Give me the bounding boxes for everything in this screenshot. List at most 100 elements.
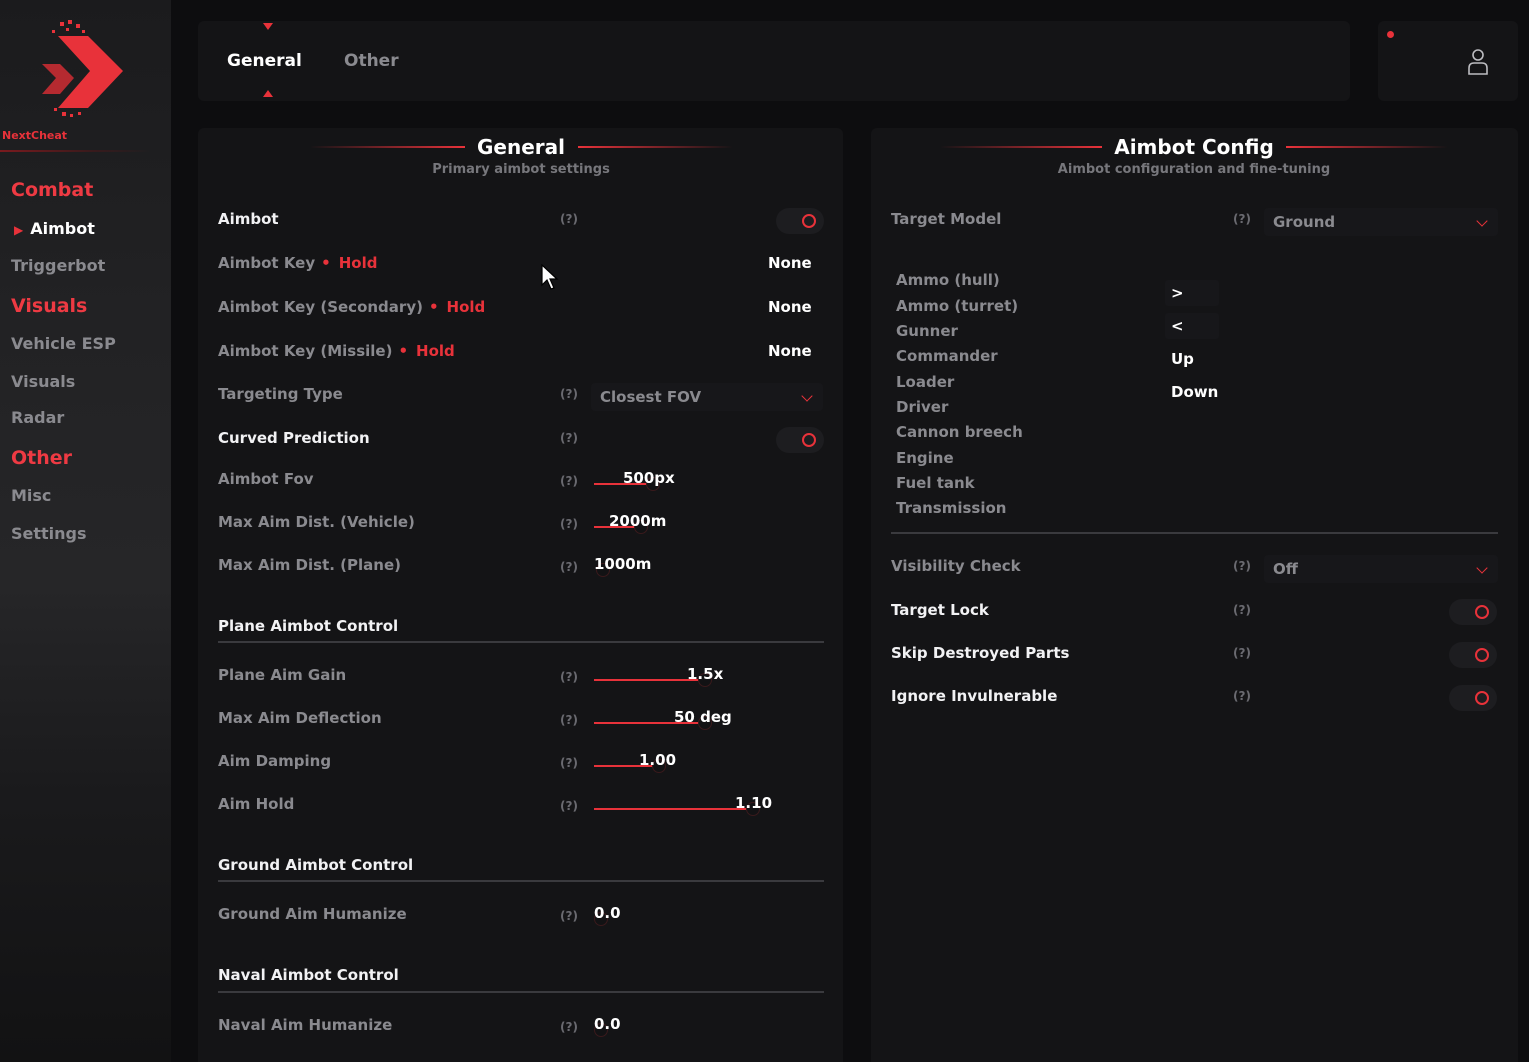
nav-item-vehicle-esp[interactable]: Vehicle ESP: [11, 334, 116, 353]
nav-item-aimbot[interactable]: ▶ Aimbot: [14, 219, 95, 238]
nav-item-visuals[interactable]: Visuals: [11, 372, 76, 391]
help-icon[interactable]: (?): [1233, 646, 1251, 660]
targeting-type-label: Targeting Type: [218, 385, 343, 403]
curved-prediction-toggle[interactable]: [776, 427, 824, 453]
active-arrow-icon: ▶: [14, 223, 24, 237]
nav-item-triggerbot[interactable]: Triggerbot: [11, 256, 106, 275]
help-icon[interactable]: (?): [560, 756, 578, 770]
ground-aim-humanize-label: Ground Aim Humanize: [218, 905, 407, 923]
part-list-item[interactable]: Driver: [896, 398, 949, 416]
aimbot-key-secondary-label: Aimbot Key (Secondary) • Hold: [218, 298, 486, 316]
visibility-check-select[interactable]: Off: [1264, 555, 1498, 583]
target-lock-label: Target Lock: [891, 601, 989, 619]
plane-aim-gain-slider[interactable]: 1.5x: [594, 665, 794, 691]
max-aim-dist-plane-slider[interactable]: 1000m: [594, 555, 794, 581]
naval-section-heading: Naval Aimbot Control: [218, 966, 399, 984]
help-icon[interactable]: (?): [560, 212, 578, 226]
tab-indicator-top-icon: [263, 23, 273, 30]
aimbot-fov-label: Aimbot Fov: [218, 470, 314, 488]
help-icon[interactable]: (?): [1233, 212, 1251, 226]
nav-section-other: Other: [11, 447, 73, 469]
help-icon[interactable]: (?): [560, 431, 578, 445]
help-icon[interactable]: (?): [560, 909, 578, 923]
help-icon[interactable]: (?): [1233, 603, 1251, 617]
help-icon[interactable]: (?): [1233, 559, 1251, 573]
aimbot-key-secondary-button[interactable]: None: [768, 298, 812, 316]
move-up-button[interactable]: Up: [1171, 350, 1194, 368]
aimbot-key-missile-label: Aimbot Key (Missile) • Hold: [218, 342, 455, 360]
part-list-item[interactable]: Loader: [896, 373, 955, 391]
title-line-right: [1286, 146, 1448, 148]
tab-other[interactable]: Other: [344, 51, 399, 71]
naval-aim-humanize-slider[interactable]: 0.0: [594, 1015, 794, 1041]
move-left-button[interactable]: <: [1165, 313, 1219, 339]
help-icon[interactable]: (?): [560, 799, 578, 813]
chevron-down-icon: [1476, 562, 1488, 574]
aimbot-key-label: Aimbot Key • Hold: [218, 254, 378, 272]
section-divider: [891, 532, 1498, 534]
help-icon[interactable]: (?): [560, 517, 578, 531]
part-list-item[interactable]: Commander: [896, 347, 998, 365]
ground-section-heading: Ground Aimbot Control: [218, 856, 414, 874]
nav-section-combat: Combat: [11, 179, 94, 201]
mouse-cursor-icon: [541, 264, 559, 290]
brand-name: NextCheat: [2, 129, 68, 142]
section-divider: [218, 880, 824, 882]
aimbot-toggle[interactable]: [776, 208, 824, 234]
max-aim-deflection-slider[interactable]: 50 deg: [594, 708, 794, 734]
help-icon[interactable]: (?): [560, 560, 578, 574]
tab-general[interactable]: General: [227, 51, 302, 71]
help-icon[interactable]: (?): [560, 713, 578, 727]
part-list-item[interactable]: Transmission: [896, 499, 1007, 517]
part-list-item[interactable]: Ammo (turret): [896, 297, 1019, 315]
target-model-select[interactable]: Ground: [1264, 208, 1498, 236]
move-right-button[interactable]: >: [1165, 280, 1219, 306]
nextcheat-logo-icon: [42, 20, 123, 117]
curved-prediction-label: Curved Prediction: [218, 429, 370, 447]
brand-divider: [0, 150, 150, 152]
aimbot-key-missile-button[interactable]: None: [768, 342, 812, 360]
plane-section-heading: Plane Aimbot Control: [218, 617, 399, 635]
help-icon[interactable]: (?): [560, 474, 578, 488]
naval-aim-humanize-label: Naval Aim Humanize: [218, 1016, 393, 1034]
help-icon[interactable]: (?): [560, 1020, 578, 1034]
part-list-item[interactable]: Ammo (hull): [896, 271, 1000, 289]
help-icon[interactable]: (?): [560, 387, 578, 401]
ground-aim-humanize-slider[interactable]: 0.0: [594, 904, 794, 930]
user-icon[interactable]: [1466, 47, 1490, 75]
targeting-type-select[interactable]: Closest FOV: [591, 383, 823, 411]
plane-aim-gain-label: Plane Aim Gain: [218, 666, 347, 684]
general-panel-subtitle: Primary aimbot settings: [432, 162, 610, 177]
max-aim-dist-plane-label: Max Aim Dist. (Plane): [218, 556, 401, 574]
aim-damping-slider[interactable]: 1.00: [594, 751, 794, 777]
general-panel: [198, 128, 843, 1062]
aim-hold-slider[interactable]: 1.10: [594, 794, 794, 820]
skip-destroyed-parts-toggle[interactable]: [1449, 642, 1497, 668]
ignore-invulnerable-label: Ignore Invulnerable: [891, 687, 1058, 705]
move-down-button[interactable]: Down: [1171, 383, 1219, 401]
aimbot-config-subtitle: Aimbot configuration and fine-tuning: [1057, 162, 1331, 177]
nav-item-misc[interactable]: Misc: [11, 486, 52, 505]
aimbot-fov-slider[interactable]: 500px: [594, 469, 794, 495]
tab-indicator-bottom-icon: [263, 90, 273, 97]
nav-item-radar[interactable]: Radar: [11, 408, 65, 427]
max-aim-dist-vehicle-slider[interactable]: 2000m: [594, 512, 794, 538]
part-list-item[interactable]: Engine: [896, 449, 954, 467]
target-model-label: Target Model: [891, 210, 1002, 228]
part-list-item[interactable]: Gunner: [896, 322, 958, 340]
nav-item-settings[interactable]: Settings: [11, 524, 87, 543]
nav-item-label: Aimbot: [30, 219, 95, 238]
ignore-invulnerable-toggle[interactable]: [1449, 685, 1497, 711]
help-icon[interactable]: (?): [560, 670, 578, 684]
help-icon[interactable]: (?): [1233, 689, 1251, 703]
aim-damping-label: Aim Damping: [218, 752, 332, 770]
max-aim-deflection-label: Max Aim Deflection: [218, 709, 382, 727]
skip-destroyed-parts-label: Skip Destroyed Parts: [891, 644, 1070, 662]
visibility-check-label: Visibility Check: [891, 557, 1021, 575]
part-list-item[interactable]: Fuel tank: [896, 474, 975, 492]
aim-hold-label: Aim Hold: [218, 795, 295, 813]
tab-bar: [198, 21, 1350, 101]
target-lock-toggle[interactable]: [1449, 599, 1497, 625]
aimbot-key-button[interactable]: None: [768, 254, 812, 272]
part-list-item[interactable]: Cannon breech: [896, 423, 1023, 441]
